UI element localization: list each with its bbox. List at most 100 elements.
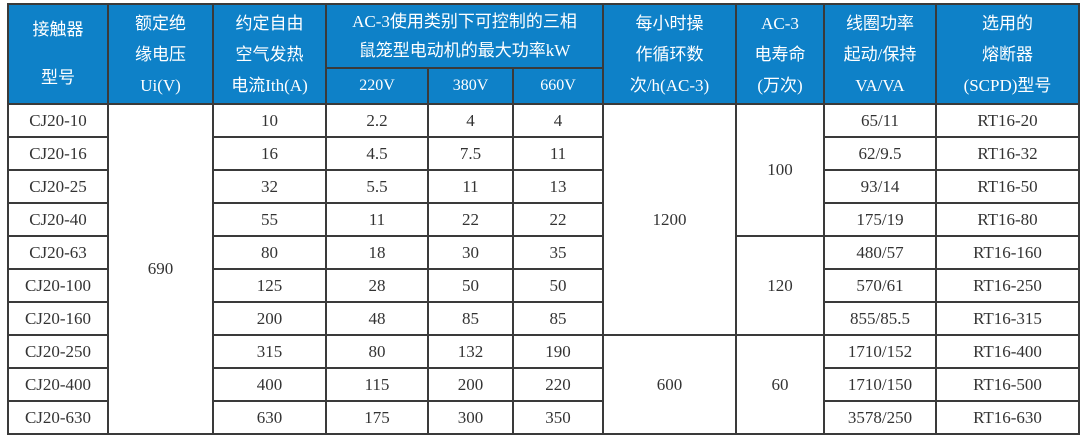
cell-ith: 400	[212, 367, 327, 402]
cell-power-220v: 18	[325, 235, 429, 270]
cell-power-220v: 48	[325, 301, 429, 336]
cell-life: 120	[735, 235, 825, 336]
cell-power-660v: 11	[512, 136, 604, 171]
cell-coil-power: 480/57	[823, 235, 937, 270]
cell-power-660v: 85	[512, 301, 604, 336]
cell-power-660v: 220	[512, 367, 604, 402]
cell-power-660v: 50	[512, 268, 604, 303]
cell-model: CJ20-250	[7, 334, 109, 369]
table-header: 接触器 型号 额定绝 缘电压 Ui(V) 约定自由 空气发热 电流Ith(A) …	[7, 3, 1080, 105]
cell-power-220v: 28	[325, 268, 429, 303]
cell-model: CJ20-16	[7, 136, 109, 171]
table-row: CJ20-250 315 80 132 190 600 60 1710/152 …	[7, 334, 1080, 435]
cell-model: CJ20-400	[7, 367, 109, 402]
header-insulation-voltage: 额定绝 缘电压 Ui(V)	[107, 3, 214, 105]
cell-model: CJ20-630	[7, 400, 109, 435]
cell-power-220v: 11	[325, 202, 429, 237]
header-220v: 220V	[325, 67, 429, 105]
cell-fuse: RT16-315	[935, 301, 1080, 336]
cell-ith: 32	[212, 169, 327, 204]
cell-model: CJ20-25	[7, 169, 109, 204]
table-row: CJ20-630 630 175 300 350 3578/250 RT16-6…	[7, 400, 1080, 435]
table-row: CJ20-40 55 11 22 22 175/19 RT16-80	[7, 202, 1080, 237]
cell-model: CJ20-10	[7, 103, 109, 138]
cell-ith: 80	[212, 235, 327, 270]
cell-power-380v: 85	[427, 301, 514, 336]
cell-life: 100	[735, 103, 825, 237]
cell-power-660v: 350	[512, 400, 604, 435]
cell-cycles: 1200	[602, 103, 737, 336]
cell-fuse: RT16-20	[935, 103, 1080, 138]
cell-power-220v: 80	[325, 334, 429, 369]
cell-fuse: RT16-400	[935, 334, 1080, 369]
cell-fuse: RT16-80	[935, 202, 1080, 237]
cell-power-660v: 35	[512, 235, 604, 270]
header-electrical-life: AC-3 电寿命 (万次)	[735, 3, 825, 105]
cell-power-380v: 300	[427, 400, 514, 435]
cell-power-380v: 11	[427, 169, 514, 204]
cell-ith: 10	[212, 103, 327, 138]
cell-power-380v: 30	[427, 235, 514, 270]
table-row: CJ20-63 80 18 30 35 120 480/57 RT16-160	[7, 235, 1080, 336]
table-body: CJ20-10 690 10 2.2 4 4 1200 100 65/11 RT…	[7, 103, 1080, 435]
cell-power-660v: 190	[512, 334, 604, 369]
cell-ith: 630	[212, 400, 327, 435]
table-row: CJ20-400 400 115 200 220 1710/150 RT16-5…	[7, 367, 1080, 402]
header-380v: 380V	[427, 67, 514, 105]
cell-model: CJ20-160	[7, 301, 109, 336]
cell-power-380v: 4	[427, 103, 514, 138]
cell-ith: 200	[212, 301, 327, 336]
table-row: CJ20-100 125 28 50 50 570/61 RT16-250	[7, 268, 1080, 303]
cell-model: CJ20-40	[7, 202, 109, 237]
cell-ith: 315	[212, 334, 327, 369]
cell-power-380v: 132	[427, 334, 514, 369]
cell-life: 60	[735, 334, 825, 435]
header-thermal-current: 约定自由 空气发热 电流Ith(A)	[212, 3, 327, 105]
cell-coil-power: 1710/152	[823, 334, 937, 369]
cell-coil-power: 855/85.5	[823, 301, 937, 336]
table-row: CJ20-160 200 48 85 85 855/85.5 RT16-315	[7, 301, 1080, 336]
cell-fuse: RT16-32	[935, 136, 1080, 171]
contactor-spec-table: 接触器 型号 额定绝 缘电压 Ui(V) 约定自由 空气发热 电流Ith(A) …	[7, 3, 1080, 435]
cell-power-380v: 200	[427, 367, 514, 402]
cell-ui-voltage: 690	[107, 103, 214, 435]
cell-power-380v: 50	[427, 268, 514, 303]
cell-coil-power: 3578/250	[823, 400, 937, 435]
cell-power-380v: 22	[427, 202, 514, 237]
cell-fuse: RT16-500	[935, 367, 1080, 402]
cell-coil-power: 570/61	[823, 268, 937, 303]
cell-power-220v: 2.2	[325, 103, 429, 138]
cell-cycles: 600	[602, 334, 737, 435]
cell-power-220v: 4.5	[325, 136, 429, 171]
cell-fuse: RT16-250	[935, 268, 1080, 303]
cell-ith: 16	[212, 136, 327, 171]
cell-power-660v: 13	[512, 169, 604, 204]
cell-fuse: RT16-50	[935, 169, 1080, 204]
header-ac3-power-group: AC-3使用类别下可控制的三相 鼠笼型电动机的最大功率kW	[325, 3, 604, 69]
cell-fuse: RT16-160	[935, 235, 1080, 270]
cell-coil-power: 65/11	[823, 103, 937, 138]
cell-model: CJ20-63	[7, 235, 109, 270]
header-fuse-type: 选用的 熔断器 (SCPD)型号	[935, 3, 1080, 105]
header-model: 接触器 型号	[7, 3, 109, 105]
table-row: CJ20-16 16 4.5 7.5 11 62/9.5 RT16-32	[7, 136, 1080, 171]
cell-power-220v: 115	[325, 367, 429, 402]
cell-coil-power: 1710/150	[823, 367, 937, 402]
cell-power-220v: 175	[325, 400, 429, 435]
table-row: CJ20-10 690 10 2.2 4 4 1200 100 65/11 RT…	[7, 103, 1080, 435]
cell-power-660v: 4	[512, 103, 604, 138]
header-coil-power: 线圈功率 起动/保持 VA/VA	[823, 3, 937, 105]
cell-coil-power: 175/19	[823, 202, 937, 237]
header-cycles-per-hour: 每小时操 作循环数 次/h(AC-3)	[602, 3, 737, 105]
cell-coil-power: 62/9.5	[823, 136, 937, 171]
cell-power-660v: 22	[512, 202, 604, 237]
cell-model: CJ20-100	[7, 268, 109, 303]
cell-ith: 55	[212, 202, 327, 237]
cell-ith: 125	[212, 268, 327, 303]
table-row: CJ20-25 32 5.5 11 13 93/14 RT16-50	[7, 169, 1080, 204]
cell-power-380v: 7.5	[427, 136, 514, 171]
cell-power-220v: 5.5	[325, 169, 429, 204]
cell-coil-power: 93/14	[823, 169, 937, 204]
cell-fuse: RT16-630	[935, 400, 1080, 435]
